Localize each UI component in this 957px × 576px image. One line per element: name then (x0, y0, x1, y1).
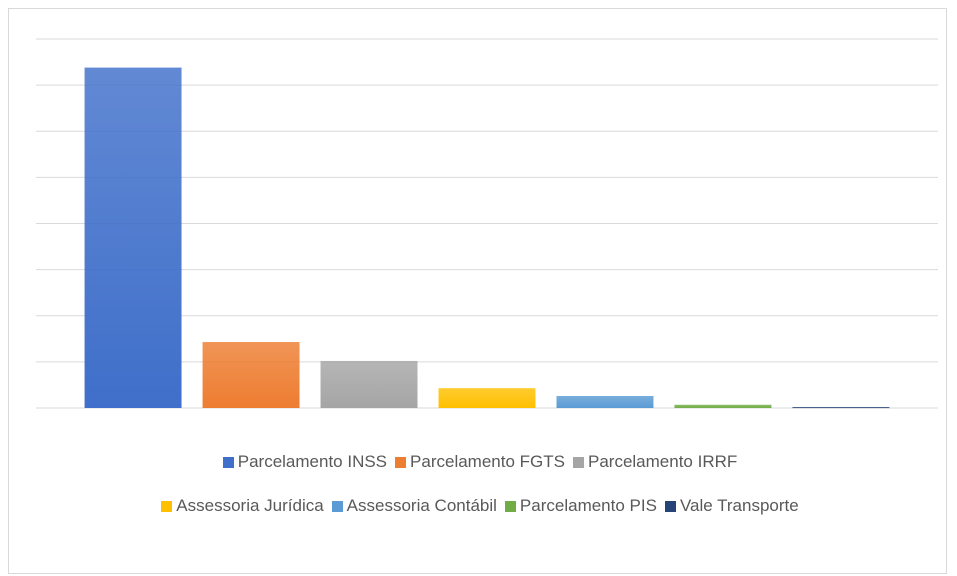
bar (438, 388, 536, 408)
legend-swatch (222, 456, 234, 468)
legend-item: Parcelamento INSS (222, 448, 388, 476)
legend-swatch (664, 500, 676, 512)
legend-label: Vale Transporte (679, 496, 799, 515)
bar (202, 342, 300, 408)
bar (556, 396, 654, 408)
legend-swatch (572, 456, 584, 468)
bar (792, 407, 890, 409)
legend-swatch (395, 456, 407, 468)
legend-item: Assessoria Jurídica (161, 492, 324, 520)
legend-label: Parcelamento INSS (237, 452, 388, 471)
legend-item: Parcelamento FGTS (395, 448, 565, 476)
legend-item: Assessoria Contábil (331, 492, 497, 520)
legend-item: Vale Transporte (664, 492, 799, 520)
chart (36, 38, 938, 409)
bar (84, 67, 182, 408)
legend-swatch (331, 500, 343, 512)
chart-frame (8, 8, 947, 574)
legend-label: Parcelamento FGTS (410, 452, 565, 471)
legend: Parcelamento INSS Parcelamento FGTS Parcel… (150, 448, 810, 520)
bar (320, 360, 418, 408)
legend-label: Assessoria Jurídica (176, 496, 324, 515)
legend-label: Parcelamento IRRF (587, 452, 738, 471)
legend-swatch (161, 500, 173, 512)
legend-swatch (504, 500, 516, 512)
legend-label: Parcelamento PIS (519, 496, 657, 515)
bar (674, 404, 772, 408)
legend-label: Assessoria Contábil (346, 496, 497, 515)
legend-item: Parcelamento PIS (504, 492, 657, 520)
legend-item: Parcelamento IRRF (572, 448, 738, 476)
